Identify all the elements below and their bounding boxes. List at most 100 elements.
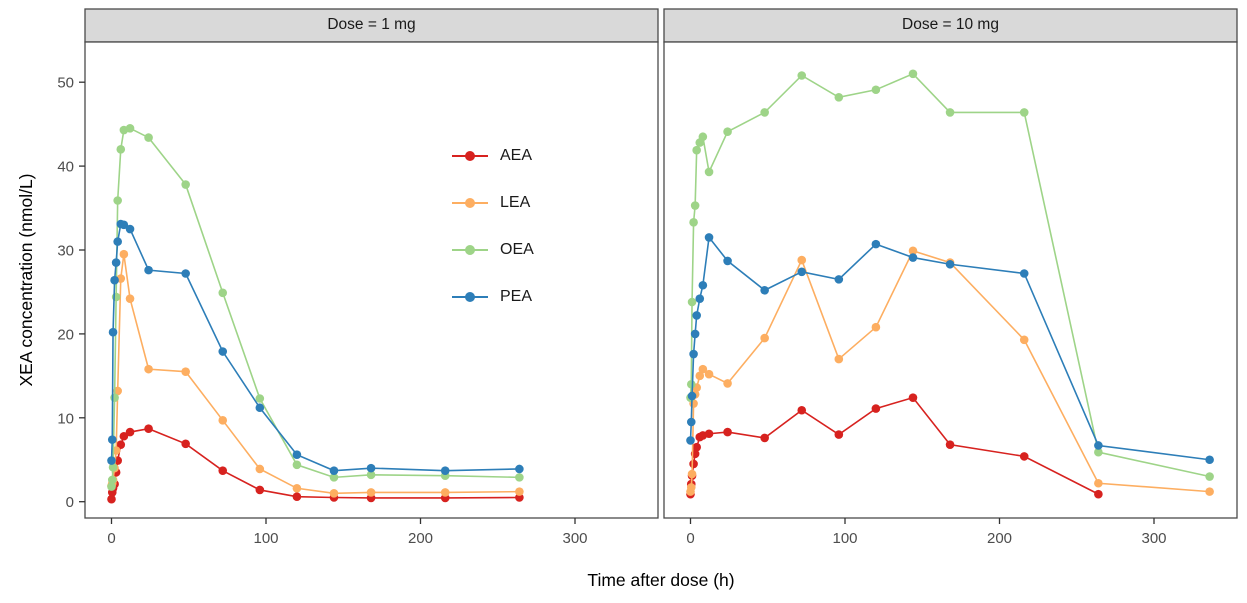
data-point-PEA xyxy=(366,463,376,473)
series-line-PEA xyxy=(110,222,520,472)
data-point-PEA xyxy=(871,239,881,249)
data-point-OEA xyxy=(698,132,708,142)
panel-border xyxy=(663,41,1238,519)
data-point-PEA xyxy=(686,436,695,445)
data-point-AEA xyxy=(797,405,807,415)
data-point-PEA xyxy=(515,464,524,474)
data-point-PEA xyxy=(690,329,700,339)
data-point-OEA xyxy=(1019,108,1029,117)
data-point-OEA xyxy=(515,473,524,482)
data-point-PEA xyxy=(1094,441,1103,450)
data-point-OEA xyxy=(329,473,339,482)
y-tick-label: 40 xyxy=(57,159,74,176)
data-point-OEA xyxy=(292,460,302,470)
x-tick-label: 200 xyxy=(408,530,433,547)
data-point-PEA xyxy=(686,417,696,427)
data-point-PEA xyxy=(698,280,708,290)
data-point-AEA xyxy=(692,442,701,452)
data-point-LEA xyxy=(760,333,769,343)
y-axis-title: XEA concentration (nmol/L) xyxy=(16,173,36,387)
data-point-OEA xyxy=(834,93,844,102)
data-point-OEA xyxy=(690,201,700,210)
data-point-LEA xyxy=(218,416,228,425)
data-point-PEA xyxy=(1205,455,1214,465)
data-point-LEA xyxy=(1094,478,1103,488)
pea-line-dot-symbol xyxy=(452,288,488,306)
legend-entry-oea: OEA xyxy=(452,241,534,259)
data-point-OEA xyxy=(1094,447,1103,457)
data-point-OEA xyxy=(945,108,955,117)
legend: AEA LEA OEA PEA xyxy=(452,147,534,335)
data-point-LEA xyxy=(797,255,807,265)
data-point-PEA xyxy=(110,275,119,285)
data-point-OEA xyxy=(108,463,118,472)
data-point-PEA xyxy=(760,285,769,295)
data-point-PEA xyxy=(797,267,807,277)
data-point-PEA xyxy=(218,347,228,356)
facet-strip-label-dose-1mg: Dose = 1 mg xyxy=(327,16,416,33)
data-point-OEA xyxy=(871,85,881,95)
data-point-AEA xyxy=(689,459,698,469)
data-point-AEA xyxy=(292,492,302,501)
data-point-OEA xyxy=(107,475,117,485)
legend-label-oea: OEA xyxy=(500,241,534,258)
data-point-LEA xyxy=(695,371,705,381)
data-point-PEA xyxy=(329,466,339,475)
data-point-PEA xyxy=(908,253,918,262)
data-point-AEA xyxy=(1094,489,1103,499)
data-point-PEA xyxy=(125,224,135,234)
data-point-AEA xyxy=(1019,452,1029,461)
data-point-PEA xyxy=(945,259,955,269)
legend-entry-lea: LEA xyxy=(452,194,534,212)
data-point-AEA xyxy=(871,404,881,413)
data-point-PEA xyxy=(687,391,697,401)
data-point-LEA xyxy=(687,469,697,479)
data-point-OEA xyxy=(107,482,116,491)
data-point-PEA xyxy=(113,237,122,246)
aea-line-dot-symbol xyxy=(452,147,488,165)
legend-entry-pea: PEA xyxy=(452,288,534,306)
data-point-LEA xyxy=(834,354,844,364)
data-point-OEA xyxy=(116,145,126,154)
data-point-AEA xyxy=(119,431,129,441)
data-point-PEA xyxy=(107,456,116,465)
data-point-LEA xyxy=(329,489,339,498)
data-point-PEA xyxy=(704,233,714,242)
facet-strip xyxy=(84,8,659,43)
x-tick-label: 100 xyxy=(832,530,857,547)
data-point-LEA xyxy=(292,483,302,493)
data-point-LEA xyxy=(181,367,190,376)
x-tick-label: 0 xyxy=(107,530,115,547)
x-tick-label: 0 xyxy=(686,530,694,547)
data-point-OEA xyxy=(181,180,190,189)
data-point-LEA xyxy=(440,488,450,497)
data-point-LEA xyxy=(515,487,524,496)
y-tick-label: 0 xyxy=(66,494,74,511)
x-axis-title: Time after dose (h) xyxy=(587,570,735,590)
data-point-OEA xyxy=(125,124,135,133)
legend-entry-aea: AEA xyxy=(452,147,534,165)
facet-strip-label-dose-10mg: Dose = 10 mg xyxy=(902,16,999,33)
oea-line-dot-symbol xyxy=(452,241,488,259)
data-point-PEA xyxy=(181,269,190,278)
data-point-OEA xyxy=(704,167,714,177)
data-point-PEA xyxy=(255,403,265,413)
data-point-AEA xyxy=(107,494,116,504)
legend-label-lea: LEA xyxy=(500,194,531,211)
data-point-OEA xyxy=(689,218,698,227)
data-point-OEA xyxy=(687,297,697,307)
x-tick-label: 300 xyxy=(562,530,587,547)
y-tick-label: 50 xyxy=(57,75,74,92)
data-point-AEA xyxy=(945,440,955,449)
data-point-OEA xyxy=(144,133,153,142)
data-point-LEA xyxy=(1205,487,1214,496)
data-point-PEA xyxy=(723,256,732,266)
data-point-OEA xyxy=(110,393,119,402)
x-tick-label: 300 xyxy=(1141,530,1166,547)
data-point-LEA xyxy=(698,364,708,374)
x-tick-label: 200 xyxy=(987,530,1012,547)
data-point-LEA xyxy=(686,483,696,492)
data-point-PEA xyxy=(108,327,118,337)
data-point-AEA xyxy=(760,433,769,443)
